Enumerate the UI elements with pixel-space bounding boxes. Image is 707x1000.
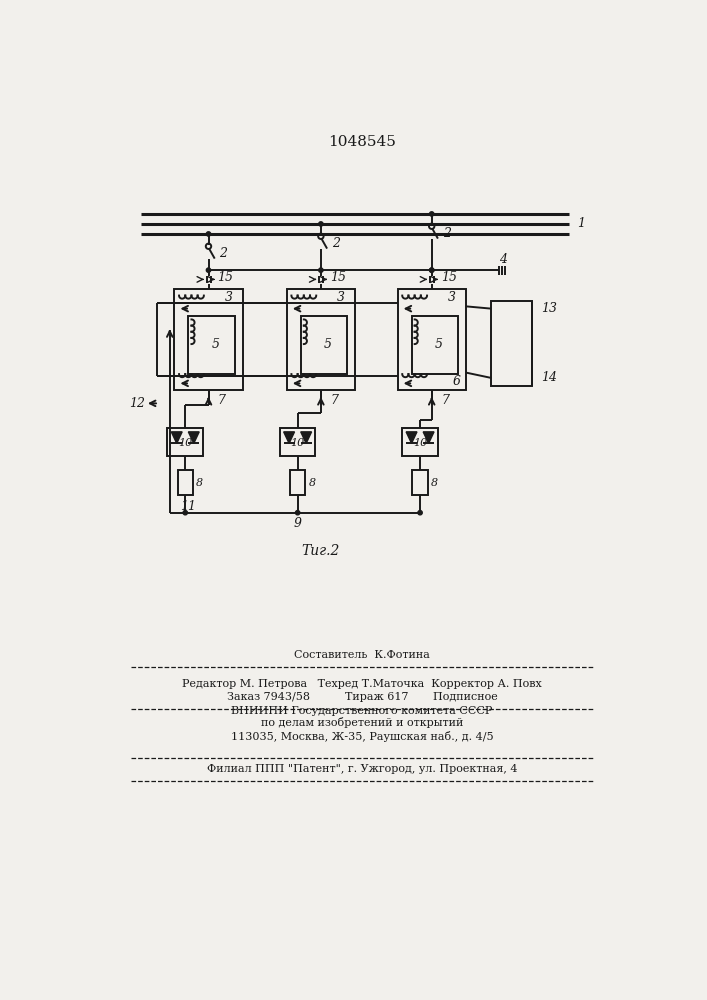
Polygon shape — [300, 432, 312, 443]
Bar — [412, 470, 428, 495]
Bar — [411, 316, 458, 374]
Text: Τиг.2: Τиг.2 — [302, 544, 340, 558]
Text: 9: 9 — [293, 517, 302, 530]
Text: 14: 14 — [541, 371, 557, 384]
Circle shape — [430, 268, 434, 272]
Text: 4: 4 — [499, 253, 507, 266]
Circle shape — [206, 268, 211, 272]
Polygon shape — [423, 432, 434, 443]
Text: 5: 5 — [324, 338, 332, 351]
Text: 12: 12 — [129, 397, 145, 410]
Text: 13: 13 — [541, 302, 557, 315]
Bar — [168, 428, 203, 456]
Text: 8: 8 — [431, 478, 438, 488]
Text: 2: 2 — [219, 247, 228, 260]
Text: 1048545: 1048545 — [328, 135, 396, 149]
Text: 10: 10 — [413, 438, 427, 448]
Circle shape — [430, 268, 434, 272]
Bar — [300, 316, 347, 374]
Text: 1: 1 — [577, 217, 585, 230]
Bar — [287, 289, 355, 389]
Text: 15: 15 — [440, 271, 457, 284]
Text: 7: 7 — [330, 394, 338, 407]
Text: 6: 6 — [452, 375, 460, 388]
Text: 3: 3 — [225, 291, 233, 304]
Bar — [177, 470, 193, 495]
Circle shape — [430, 212, 434, 216]
Circle shape — [319, 268, 323, 272]
Text: Составитель  К.Фотина: Составитель К.Фотина — [294, 650, 430, 660]
Text: 8: 8 — [308, 478, 315, 488]
Bar — [188, 316, 235, 374]
Text: 15: 15 — [330, 271, 346, 284]
Bar — [175, 289, 243, 389]
Text: 2: 2 — [332, 237, 340, 250]
Text: 5: 5 — [435, 338, 443, 351]
Bar — [397, 289, 466, 389]
Text: Филиал ППП "Патент", г. Ужгород, ул. Проектная, 4: Филиал ППП "Патент", г. Ужгород, ул. Про… — [206, 764, 518, 774]
Text: 5: 5 — [211, 338, 219, 351]
Polygon shape — [406, 432, 417, 443]
Text: 3: 3 — [337, 291, 345, 304]
Text: 11: 11 — [180, 500, 197, 513]
Text: 7: 7 — [218, 394, 226, 407]
Circle shape — [319, 222, 323, 226]
Text: ВНИИПИ Государственного комитета СССР: ВНИИПИ Государственного комитета СССР — [231, 706, 493, 716]
Text: 7: 7 — [441, 394, 449, 407]
Bar — [290, 470, 305, 495]
Text: 10: 10 — [291, 438, 305, 448]
Polygon shape — [284, 432, 295, 443]
Text: Редактор М. Петрова   Техред Т.Маточка  Корректор А. Повх: Редактор М. Петрова Техред Т.Маточка Кор… — [182, 679, 542, 689]
Polygon shape — [171, 432, 182, 443]
Text: 2: 2 — [443, 227, 450, 240]
Text: 10: 10 — [178, 438, 192, 448]
Text: 3: 3 — [448, 291, 456, 304]
Text: 113035, Москва, Ж-35, Раушская наб., д. 4/5: 113035, Москва, Ж-35, Раушская наб., д. … — [230, 730, 493, 742]
Bar — [280, 428, 315, 456]
Circle shape — [418, 511, 422, 515]
Text: по делам изобретений и открытий: по делам изобретений и открытий — [261, 717, 463, 728]
Circle shape — [296, 511, 300, 515]
Polygon shape — [188, 432, 199, 443]
Text: Заказ 7943/58          Тираж 617       Подписное: Заказ 7943/58 Тираж 617 Подписное — [226, 692, 497, 702]
Text: 8: 8 — [196, 478, 203, 488]
Text: 15: 15 — [218, 271, 233, 284]
Circle shape — [183, 511, 187, 515]
Bar — [491, 301, 532, 386]
Bar — [402, 428, 438, 456]
Circle shape — [206, 232, 211, 236]
